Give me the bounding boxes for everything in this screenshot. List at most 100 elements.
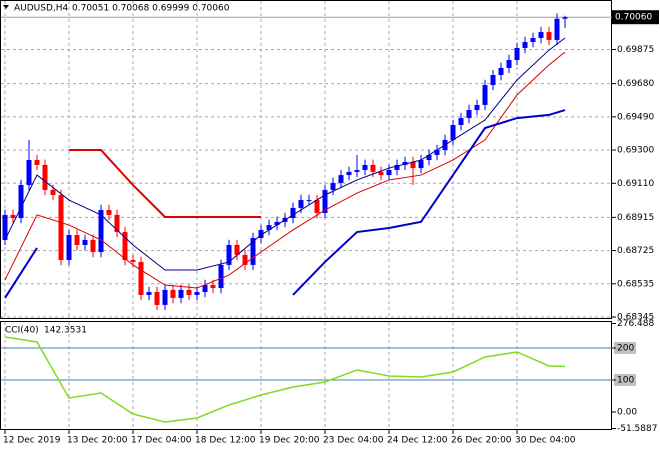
candle-body (42, 164, 48, 190)
candle-body (482, 85, 488, 105)
candle-body (354, 169, 360, 172)
candle-body (274, 221, 280, 226)
cci-title: CCI(40) (5, 326, 39, 336)
candle-body (210, 285, 216, 288)
x-tick-label: 30 Dec 04:00 (515, 436, 576, 446)
candle-body (338, 175, 344, 183)
candle-body (178, 289, 184, 298)
price-tag-box (612, 10, 659, 25)
y-tick-label: 0.69110 (617, 179, 654, 189)
y-tick-label: 0.69875 (617, 45, 654, 55)
y-tick-label: 0.00 (617, 407, 637, 417)
candle-body (90, 239, 96, 252)
indicator-line (69, 149, 261, 219)
x-tick-label: 12 Dec 2019 (3, 436, 61, 446)
candle-body (106, 210, 112, 215)
level-label-box (614, 373, 636, 386)
candle-body (226, 244, 232, 265)
candle-body (154, 292, 160, 305)
indicator-line (4, 37, 566, 271)
y-tick-label: 0.68345 (617, 313, 654, 323)
candle-body (66, 235, 72, 261)
candle-body (266, 225, 272, 230)
indicator-line (4, 109, 566, 299)
candle-body (138, 261, 144, 295)
menu-icon[interactable] (3, 5, 9, 9)
candle-body (234, 244, 240, 255)
candle-body (394, 164, 400, 170)
candle-body (290, 207, 296, 219)
ohlc: 0.70051 0.70068 0.69999 0.70060 (72, 4, 230, 14)
cci-panel (0, 321, 612, 430)
candle-body (434, 150, 440, 155)
candle-body (450, 125, 456, 140)
candle-body (74, 235, 80, 245)
candle-body (10, 214, 16, 219)
candle-body (458, 118, 464, 126)
symbol: AUDUSD,H4 (14, 4, 69, 14)
candle-body (562, 17, 568, 19)
candle-body (34, 160, 40, 165)
candle-body (258, 229, 264, 238)
candle-body (522, 42, 528, 48)
candle-body (194, 292, 200, 295)
candle-body (506, 60, 512, 68)
candle-body (98, 210, 104, 252)
candle-body (26, 160, 32, 186)
candle-body (130, 260, 136, 262)
candle-body (498, 67, 504, 76)
price-tag: 0.70060 (615, 13, 652, 23)
candle-body (410, 161, 416, 169)
candle-body (362, 164, 368, 170)
y-tick-label: 0.69680 (617, 79, 654, 89)
candle-body (170, 289, 176, 298)
x-tick-label: 13 Dec 20:00 (67, 436, 128, 446)
candle-body (546, 32, 552, 40)
candle-body (298, 200, 304, 208)
x-tick-label: 19 Dec 20:00 (259, 436, 320, 446)
x-tick-label: 24 Dec 12:00 (387, 436, 448, 446)
candle-body (18, 185, 24, 219)
candle-body (466, 110, 472, 119)
candle-body (186, 289, 192, 295)
candle-body (514, 47, 520, 61)
candle-body (346, 171, 352, 176)
candle-body (306, 200, 312, 202)
y-tick-label: 276.488 (617, 319, 654, 329)
candle-body (82, 239, 88, 245)
candle-body (122, 232, 128, 261)
candle-body (386, 169, 392, 176)
candle-body (162, 289, 168, 305)
candle-body (370, 164, 376, 172)
y-tick-label: 0.68915 (617, 213, 654, 223)
candle-body (218, 264, 224, 288)
candle-body (378, 171, 384, 176)
candle-body (242, 254, 248, 265)
candle-body (418, 160, 424, 169)
candle-body (250, 237, 256, 265)
candle-body (146, 292, 152, 295)
x-tick-label: 18 Dec 12:00 (195, 436, 256, 446)
candle-body (58, 194, 64, 261)
x-tick-label: 23 Dec 04:00 (323, 436, 384, 446)
candle-body (330, 182, 336, 190)
x-tick-label: 17 Dec 04:00 (131, 436, 192, 446)
level-label-box (614, 341, 636, 354)
candle-body (2, 214, 8, 240)
indicator-line (4, 51, 566, 289)
candle-body (490, 75, 496, 86)
main-panel (0, 0, 612, 319)
y-tick-label: 0.68725 (617, 246, 654, 256)
indicator-line (4, 336, 566, 423)
candle-body (426, 154, 432, 161)
x-tick-label: 26 Dec 20:00 (451, 436, 512, 446)
candle-body (202, 285, 208, 293)
candle-body (538, 32, 544, 39)
candle-body (50, 189, 56, 195)
y-tick-label: -51.5887 (617, 424, 657, 434)
candle-body (402, 161, 408, 165)
candle-body (554, 18, 560, 40)
y-tick-label: 100 (617, 375, 634, 385)
candle-body (530, 38, 536, 43)
